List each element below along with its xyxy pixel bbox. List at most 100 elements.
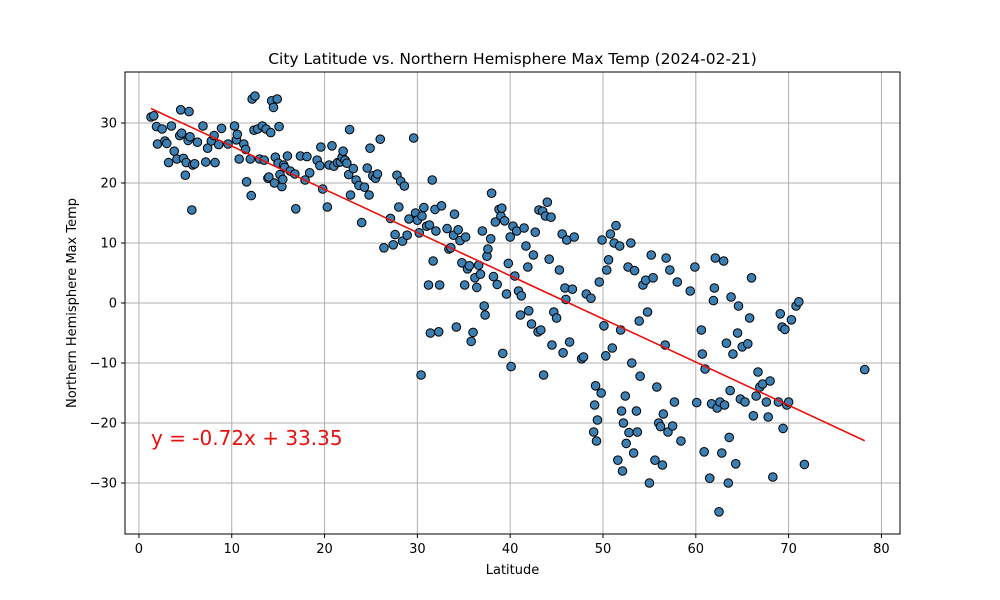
regression-equation-label: y = -0.72x + 33.35 — [151, 426, 343, 450]
data-point — [390, 229, 400, 240]
data-point — [676, 436, 686, 446]
data-point — [189, 159, 200, 169]
data-point — [466, 336, 476, 347]
data-point — [697, 349, 708, 359]
data-point — [710, 253, 721, 263]
data-point — [600, 351, 611, 361]
data-point — [180, 170, 191, 180]
x-tick-label: 30 — [409, 542, 426, 557]
data-point — [342, 158, 352, 168]
data-point — [499, 216, 510, 226]
data-point — [613, 455, 623, 466]
data-point — [175, 105, 186, 115]
data-point — [246, 190, 257, 201]
data-point — [761, 397, 772, 407]
data-point — [388, 240, 399, 250]
data-point — [264, 172, 274, 182]
data-point — [685, 286, 696, 296]
data-point — [265, 127, 276, 138]
data-point — [375, 134, 386, 144]
data-point — [419, 202, 429, 213]
data-point — [431, 226, 441, 236]
data-point — [232, 129, 243, 140]
data-point — [497, 203, 507, 213]
data-point — [690, 262, 700, 272]
data-point — [733, 301, 744, 311]
x-tick-label: 80 — [873, 542, 890, 557]
data-point — [696, 325, 707, 335]
data-point — [650, 455, 660, 466]
regression-line — [150, 107, 866, 442]
data-point — [480, 310, 490, 320]
data-point — [417, 211, 427, 221]
data-point — [708, 295, 719, 306]
data-point — [546, 212, 556, 222]
data-point — [591, 436, 602, 446]
data-point — [486, 188, 497, 198]
data-point — [506, 361, 516, 372]
data-point — [661, 253, 671, 263]
data-point — [519, 223, 529, 233]
data-point — [479, 301, 489, 311]
data-point — [477, 226, 488, 236]
data-point — [596, 388, 606, 398]
data-point — [210, 157, 220, 168]
data-point — [642, 307, 653, 317]
data-point — [523, 306, 534, 316]
data-point — [528, 250, 539, 260]
data-point — [551, 313, 562, 323]
data-point — [780, 324, 790, 335]
data-point — [282, 151, 293, 161]
data-point — [617, 466, 628, 476]
data-point — [424, 220, 435, 230]
data-point — [234, 154, 244, 164]
data-point — [316, 142, 326, 152]
data-point — [216, 123, 227, 134]
data-point — [763, 412, 774, 422]
data-point — [586, 293, 596, 304]
data-point — [590, 381, 601, 391]
data-point — [451, 322, 462, 332]
data-point — [241, 177, 252, 187]
data-point — [597, 235, 607, 245]
data-point — [646, 250, 657, 260]
data-point — [648, 273, 658, 283]
data-point — [594, 277, 605, 287]
data-point — [338, 146, 348, 156]
data-point — [657, 460, 668, 470]
data-point — [607, 343, 618, 353]
data-point — [200, 157, 211, 167]
data-point — [453, 225, 464, 235]
data-point — [716, 448, 727, 458]
data-point — [302, 151, 312, 162]
data-point — [459, 280, 470, 290]
data-point — [198, 121, 208, 131]
data-point — [753, 367, 763, 377]
data-point — [501, 289, 512, 299]
x-axis-ticks: 0 10 20 30 40 50 60 70 80 — [135, 534, 890, 557]
data-point — [726, 292, 736, 302]
y-tick-label: −30 — [90, 477, 117, 492]
data-point — [723, 478, 734, 488]
data-point — [475, 269, 486, 280]
data-point — [485, 234, 496, 244]
data-point — [488, 271, 499, 282]
data-point — [290, 204, 301, 214]
data-point — [748, 411, 759, 421]
data-point — [526, 319, 537, 329]
data-point — [315, 160, 325, 171]
data-point — [184, 106, 194, 117]
data-point — [157, 124, 167, 134]
data-point — [635, 371, 645, 382]
data-point — [327, 141, 337, 151]
data-point — [567, 284, 578, 295]
data-point — [592, 415, 603, 425]
y-tick-label: 30 — [100, 117, 117, 132]
data-point — [778, 423, 788, 434]
data-point — [629, 265, 640, 276]
data-point — [728, 349, 738, 359]
data-point — [626, 358, 637, 368]
data-point — [345, 190, 356, 200]
data-point — [794, 297, 804, 307]
